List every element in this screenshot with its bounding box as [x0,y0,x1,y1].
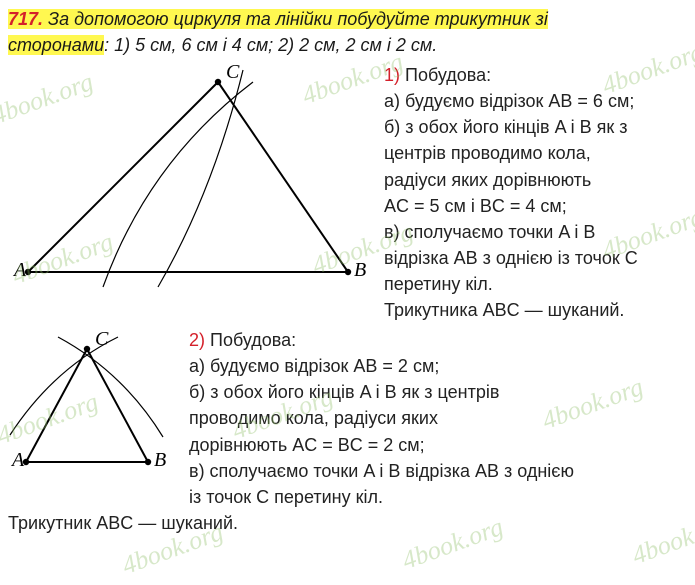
part1-title: Побудова: [400,65,491,85]
prompt-line2a: сторонами [8,35,104,55]
part2-c2: із точок C перетину кіл. [189,484,687,510]
part2-label: 2) [189,330,205,350]
part2-a: а) будуємо відрізок AB = 2 см; [189,353,687,379]
final-line: Трикутник ABC — шуканий. [0,510,695,542]
part1-b4: AC = 5 см і BC = 4 см; [384,193,687,219]
part2-b3: дорівнюють AC = BC = 2 см; [189,432,687,458]
svg-text:A: A [10,449,25,471]
part2-row: A B C 2) Побудова: а) будуємо відрізок AB … [0,327,695,510]
svg-text:B: B [354,259,366,281]
part1-c3: перетину кіл. [384,271,687,297]
triangle-1-svg: A B C [8,62,378,292]
part1-b1: б) з обох його кінців A і B як з [384,114,687,140]
part2-title: Побудова: [205,330,296,350]
figure-1: A B C [8,62,378,299]
part1-end: Трикутника ABC — шуканий. [384,297,687,323]
part1-label: 1) [384,65,400,85]
part2-text: 2) Побудова: а) будуємо відрізок AB = 2 … [183,327,687,510]
part2-b1: б) з обох його кінців A і B як з центрів [189,379,687,405]
part1-row: A B C 1) Побудова: а) будуємо відрізок AB … [0,62,695,323]
problem-statement: 717. За допомогою циркуля та лінійки поб… [0,0,695,62]
figure-2: A B C [8,327,183,484]
part1-b3: радіуси яких дорівнюють [384,167,687,193]
part1-c2: відрізка AB з однією із точок C [384,245,687,271]
part2-b2: проводимо кола, радіуси яких [189,405,687,431]
part1-text: 1) Побудова: а) будуємо відрізок AB = 6 … [378,62,687,323]
part1-c1: в) сполучаємо точки A і B [384,219,687,245]
part1-b2: центрів проводимо кола, [384,140,687,166]
svg-text:C: C [95,328,109,350]
prompt-line1: За допомогою циркуля та лінійки побудуйт… [43,9,548,29]
part1-a: а) будуємо відрізок AB = 6 см; [384,88,687,114]
part2-c1: в) сполучаємо точки A і B відрізка AB з … [189,458,687,484]
svg-text:B: B [154,449,166,471]
triangle-2-svg: A B C [8,327,183,477]
problem-number: 717. [8,9,43,29]
svg-text:A: A [12,259,27,281]
prompt-line2b: : 1) 5 см, 6 см і 4 см; 2) 2 см, 2 см і … [104,35,437,55]
svg-text:C: C [226,62,240,83]
